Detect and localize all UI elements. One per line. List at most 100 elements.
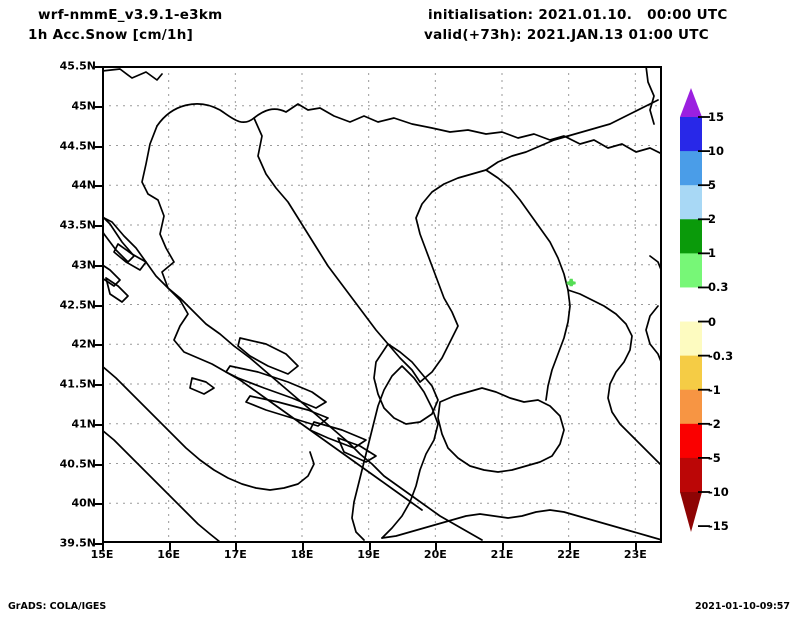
colorbar-band <box>680 457 702 493</box>
x-axis-tick-label: 23E <box>623 548 647 561</box>
colorbar-band <box>680 287 702 323</box>
colorbar-band <box>680 423 702 459</box>
island-dugi-otok <box>237 337 299 375</box>
island-hvar <box>245 395 329 427</box>
x-axis-tick-label: 16E <box>157 548 181 561</box>
map-geography <box>102 66 662 543</box>
border-greece-north <box>381 509 662 541</box>
island-korcula <box>309 421 367 449</box>
colorbar-tick-label: -5 <box>708 450 721 465</box>
colorbar-band <box>680 117 702 152</box>
y-axis-tick-label: 41N <box>71 417 96 431</box>
colorbar-band <box>680 253 702 288</box>
y-axis-tick-mark <box>95 344 102 347</box>
valid-time: valid(+73h): 2021.JAN.13 01:00 UTC <box>424 27 710 43</box>
y-axis-tick-label: 40.5N <box>59 457 96 470</box>
border-bosnia-croatia-inland <box>141 125 483 541</box>
y-axis-tick-mark <box>95 503 102 506</box>
colorbar-tick-label: -1 <box>708 382 721 397</box>
y-axis-tick-label: 45.5N <box>59 59 96 73</box>
coastline-italy-east <box>102 365 315 491</box>
border-serbia-romania <box>485 99 659 171</box>
x-axis-tick-label: 17E <box>223 548 247 561</box>
island-rab <box>102 263 121 287</box>
x-axis-tick-mark <box>302 543 304 550</box>
x-axis-tick-mark <box>368 543 371 550</box>
x-axis-tick-label: 22E <box>557 548 581 561</box>
y-axis-tick-mark <box>95 145 102 148</box>
colorbar-tick-group <box>698 116 710 527</box>
snow-data-layer <box>566 278 576 287</box>
y-axis-tick-mark <box>95 304 102 307</box>
initialisation-time: initialisation: 2021.01.10. 00:00 UTC <box>428 7 728 23</box>
x-axis-tick-mark <box>435 543 438 550</box>
colorbar-extend-high <box>680 88 702 117</box>
colorbar-band <box>680 219 702 254</box>
colorbar-tick-label: 1 <box>708 246 717 261</box>
y-axis-tick-mark <box>95 225 102 227</box>
border-north-macedonia <box>437 387 565 473</box>
border-montenegro <box>373 343 439 425</box>
x-axis-tick-label: 20E <box>423 548 447 561</box>
island-krk <box>113 243 147 271</box>
x-axis-tick-label: 15E <box>90 548 114 561</box>
colorbar-tick-label: 2 <box>708 212 717 227</box>
colorbar-extend-low <box>680 492 702 532</box>
colorbar: 15 10 5 2 1 0.3 0 -0.3 -1 -2 -5 -10 -15 <box>676 80 796 550</box>
y-axis-tick-label: 44.5N <box>59 139 96 152</box>
y-axis-tick-label: 42N <box>71 337 96 351</box>
island-vis <box>189 377 215 395</box>
y-axis-tick-mark <box>95 423 102 426</box>
colorbar-tick-label: -10 <box>708 485 729 499</box>
y-axis-tick-label: 43.5N <box>59 218 96 232</box>
field-title: 1h Acc.Snow [cm/1h] <box>28 27 194 43</box>
y-axis-tick-mark <box>95 66 102 68</box>
y-axis-tick-mark <box>95 105 102 108</box>
x-axis-tick-mark <box>168 543 171 550</box>
colorbar-band <box>680 185 702 220</box>
y-axis-tick-mark <box>95 543 102 545</box>
x-axis-tick-label: 19E <box>357 548 381 561</box>
x-axis-tick-mark <box>102 543 104 550</box>
y-axis-tick-label: 39.5N <box>59 536 96 550</box>
border-bulgaria-west <box>567 289 661 465</box>
colorbar-band <box>680 389 702 425</box>
colorbar-tick-label: -2 <box>708 416 721 431</box>
y-axis-tick-label: 43N <box>71 258 96 272</box>
border-serbia-west <box>415 169 487 383</box>
snow-cell-shape <box>566 278 576 287</box>
x-axis-tick-mark <box>635 543 638 550</box>
y-axis-tick-label: 40N <box>71 496 96 510</box>
colorbar-band-group <box>680 88 702 532</box>
border-far-northeast <box>645 66 655 125</box>
y-axis-tick-label: 42.5N <box>59 298 96 311</box>
y-axis-tick-mark <box>95 463 102 466</box>
y-axis-tick-label: 41.5N <box>59 377 96 391</box>
coastline-paths <box>102 66 662 543</box>
snow-cell <box>566 278 576 287</box>
island-peljesac <box>337 437 377 463</box>
border-far-east-lower <box>645 305 662 365</box>
island-brac <box>225 365 327 409</box>
x-axis-tick-mark <box>235 543 238 550</box>
y-axis-tick-label: 44N <box>71 178 96 192</box>
colorbar-band <box>680 321 702 357</box>
colorbar-band <box>680 355 702 391</box>
coastline-italy-inland <box>102 429 221 543</box>
y-axis-tick-mark <box>95 264 102 267</box>
island-cres <box>102 214 135 263</box>
map-plot-area <box>102 66 662 543</box>
graticule-grid <box>102 66 662 543</box>
credit-label: GrADS: COLA/IGES <box>8 601 107 612</box>
colorbar-tick-label: -0.3 <box>708 348 734 363</box>
x-axis-tick-mark <box>502 543 504 550</box>
x-axis-tick-mark <box>568 543 571 550</box>
border-albania <box>351 365 439 541</box>
y-axis-tick-mark <box>95 185 102 188</box>
y-axis-tick-mark <box>95 384 102 386</box>
timestamp-label: 2021-01-10-09:57 <box>695 601 790 612</box>
colorbar-tick-label: 5 <box>708 178 717 193</box>
border-bosnia-east <box>253 117 421 383</box>
plot-border <box>102 66 662 543</box>
